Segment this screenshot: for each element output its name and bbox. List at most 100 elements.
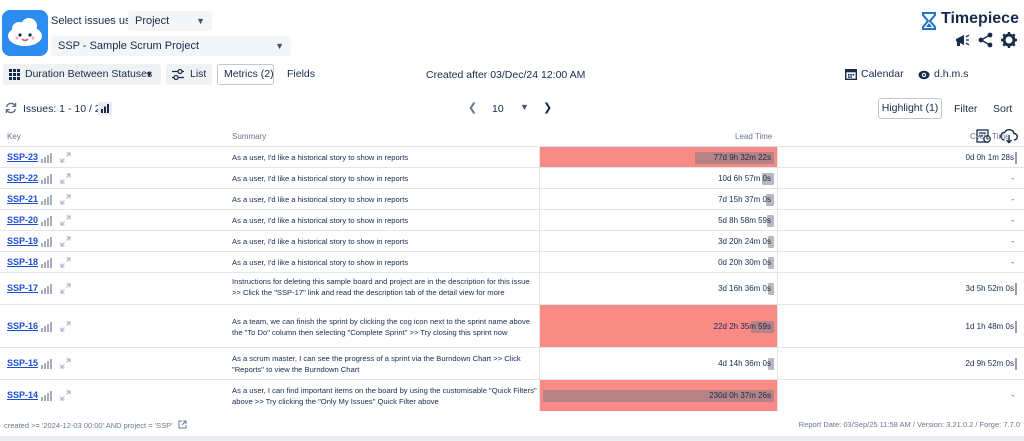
app-logo: [2, 10, 48, 56]
chart-icon[interactable]: [41, 284, 52, 294]
chart-icon[interactable]: [41, 152, 52, 163]
metrics-button[interactable]: Metrics (2): [217, 64, 274, 85]
lead-time-bar: [751, 320, 774, 333]
brand-name: Timepiece: [941, 10, 1019, 27]
column-header-cycle-time[interactable]: Cycle Time: [970, 132, 1010, 141]
chart-icon[interactable]: [41, 321, 52, 332]
cycle-time-value: -: [1011, 257, 1014, 267]
expand-icon[interactable]: [60, 283, 71, 294]
cycle-time-value: -: [1011, 215, 1014, 225]
table-row[interactable]: SSP-15 As a scrum master, I can see the p…: [0, 347, 1024, 379]
table-row[interactable]: SSP-21 As a user, I'd like a historical s…: [0, 188, 1024, 209]
bar-chart-icon[interactable]: [98, 102, 112, 115]
issue-key-link[interactable]: SSP-19: [7, 235, 39, 246]
lead-time-cell: 4d 14h 36m 0s: [539, 348, 778, 379]
table-row[interactable]: SSP-22 As a user, I'd like a historical s…: [0, 167, 1024, 188]
column-header-summary[interactable]: Summary: [232, 132, 267, 141]
fields-button[interactable]: Fields: [281, 64, 321, 85]
project-select[interactable]: SSP - Sample Scrum Project ▼: [51, 36, 291, 56]
lead-time-cell: 77d 9h 32m 22s: [539, 147, 778, 167]
issue-source-value: Project: [135, 15, 170, 27]
expand-icon[interactable]: [60, 321, 71, 332]
filter-button[interactable]: Filter: [954, 103, 978, 115]
expand-icon[interactable]: [60, 194, 71, 205]
highlight-button[interactable]: Highlight (1): [878, 98, 942, 119]
issue-summary: As a user, I'd like a historical story t…: [232, 258, 409, 267]
jql-query[interactable]: created >= '2024-12-03 00:00' AND projec…: [4, 420, 187, 430]
calendar-button[interactable]: Calendar: [842, 64, 904, 85]
lead-time-bar: [766, 193, 774, 206]
expand-icon[interactable]: [60, 236, 71, 247]
chart-icon[interactable]: [41, 215, 52, 226]
expand-icon[interactable]: [60, 257, 71, 268]
issue-key-link[interactable]: SSP-18: [7, 256, 39, 267]
table-row[interactable]: SSP-23 As a user, I'd like a historical s…: [0, 146, 1024, 167]
cloud-mascot-icon: [8, 18, 42, 46]
issue-summary: As a user, I'd like a historical story t…: [232, 216, 409, 225]
issue-key-link[interactable]: SSP-23: [7, 151, 39, 162]
cycle-time-value: 3d 5h 52m 0s: [965, 284, 1014, 293]
expand-icon[interactable]: [60, 152, 71, 163]
issue-key-link[interactable]: SSP-17: [7, 283, 39, 293]
announcement-icon[interactable]: [953, 31, 971, 49]
chart-icon[interactable]: [41, 236, 52, 247]
cycle-time-bar: [1015, 320, 1017, 333]
lead-time-bar: [695, 151, 774, 164]
issue-key-link[interactable]: SSP-15: [7, 358, 39, 368]
lead-time-bar: [543, 390, 774, 402]
table-row[interactable]: SSP-17 Instructions for deleting this sam…: [0, 272, 1024, 304]
table-row[interactable]: SSP-14 As a user, I can find important it…: [0, 379, 1024, 411]
horizontal-scrollbar[interactable]: [0, 436, 1024, 441]
issue-key-link[interactable]: SSP-22: [7, 172, 39, 183]
issue-summary: As a user, I can find important items on…: [232, 386, 537, 406]
issue-key-link[interactable]: SSP-20: [7, 214, 39, 225]
lead-time-bar: [762, 172, 774, 185]
table-row[interactable]: SSP-19 As a user, I'd like a historical s…: [0, 230, 1024, 251]
report-settings-icon[interactable]: [976, 128, 992, 144]
chart-icon[interactable]: [41, 391, 52, 401]
share-icon[interactable]: [977, 31, 995, 49]
column-header-key[interactable]: Key: [7, 132, 21, 141]
table-row[interactable]: SSP-18 As a user, I'd like a historical s…: [0, 251, 1024, 272]
report-info: Report Date: 03/Sep/25 11:58 AM / Versio…: [798, 420, 1020, 429]
lead-time-cell: 5d 8h 58m 59s: [539, 210, 778, 230]
chevron-down-icon: ▼: [520, 102, 529, 112]
report-type-select[interactable]: Duration Between Statuses ▼: [3, 64, 161, 85]
cloud-download-icon[interactable]: [1000, 128, 1018, 144]
list-view-button[interactable]: List: [166, 64, 212, 85]
chevron-down-icon: ▼: [275, 41, 284, 51]
chevron-right-icon[interactable]: ❯: [543, 102, 553, 114]
expand-icon[interactable]: [60, 173, 71, 184]
table-row[interactable]: SSP-16 As a team, we can finish the sprin…: [0, 304, 1024, 347]
calendar-icon: [845, 69, 857, 80]
external-link-icon[interactable]: [178, 420, 187, 429]
issue-key-link[interactable]: SSP-21: [7, 193, 39, 204]
time-format-button[interactable]: d.h.m.s: [915, 64, 970, 85]
issues-bar: Issues: 1 - 10 / 23 ❮ 10 ▼ ❯ Highlight (…: [0, 96, 1024, 122]
chart-icon[interactable]: [41, 257, 52, 268]
cycle-time-value: 2d 9h 52m 0s: [965, 359, 1014, 368]
chart-icon[interactable]: [41, 173, 52, 184]
expand-icon[interactable]: [60, 215, 71, 226]
table-row[interactable]: SSP-20 As a user, I'd like a historical s…: [0, 209, 1024, 230]
chevron-left-icon[interactable]: ❮: [468, 102, 478, 114]
filter-summary: Created after 03/Dec/24 12:00 AM: [426, 69, 586, 81]
sort-button[interactable]: Sort: [993, 103, 1013, 115]
gear-icon[interactable]: [1000, 31, 1018, 49]
refresh-icon[interactable]: [5, 102, 17, 114]
issue-key-link[interactable]: SSP-16: [7, 320, 39, 331]
issue-summary: As a user, I'd like a historical story t…: [232, 153, 409, 162]
lead-time-bar: [768, 358, 774, 370]
issue-key-link[interactable]: SSP-14: [7, 390, 39, 400]
select-issues-label: Select issues using: [51, 15, 146, 27]
page-size-select[interactable]: 10: [492, 103, 504, 115]
expand-icon[interactable]: [60, 390, 71, 401]
issue-summary: As a user, I'd like a historical story t…: [232, 237, 409, 246]
brand: Timepiece: [921, 9, 1019, 31]
lead-time-cell: 3d 20h 24m 0s: [539, 231, 778, 251]
chart-icon[interactable]: [41, 359, 52, 369]
expand-icon[interactable]: [60, 358, 71, 369]
issue-source-select[interactable]: Project ▼: [128, 11, 212, 31]
column-header-lead-time[interactable]: Lead Time: [735, 132, 773, 141]
chart-icon[interactable]: [41, 194, 52, 205]
